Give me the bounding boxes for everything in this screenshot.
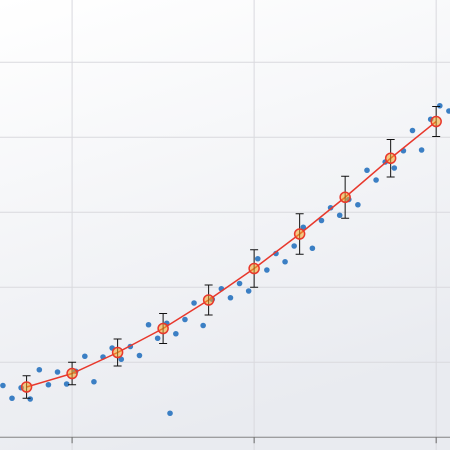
mean-point (430, 115, 442, 128)
mean-point (66, 367, 78, 380)
point (173, 330, 179, 337)
point (364, 167, 370, 174)
point (91, 378, 97, 385)
point (136, 352, 143, 359)
point (54, 369, 61, 375)
point (391, 165, 398, 171)
point (318, 217, 325, 224)
point (264, 267, 270, 273)
mean-point (384, 152, 397, 164)
point (200, 322, 206, 329)
point (254, 255, 261, 262)
point (63, 381, 70, 387)
point (36, 366, 43, 373)
point (182, 316, 188, 323)
point (227, 294, 234, 301)
point (27, 396, 34, 402)
mean-point (248, 262, 260, 275)
point (446, 108, 450, 114)
point (0, 382, 6, 389)
point (236, 280, 243, 287)
mean-point (111, 346, 124, 359)
point (309, 245, 316, 252)
point (45, 381, 52, 388)
point (118, 356, 125, 363)
mean-point (339, 191, 351, 203)
point (373, 177, 379, 183)
point (145, 321, 152, 328)
point (327, 204, 334, 211)
point (245, 288, 252, 294)
point (437, 102, 443, 109)
point (300, 224, 307, 231)
point (291, 243, 297, 249)
point (9, 395, 15, 402)
point (355, 201, 361, 208)
mean-point (20, 381, 33, 393)
point (336, 212, 343, 219)
point (282, 258, 288, 265)
point (418, 147, 425, 153)
mean-point (293, 228, 306, 240)
point (191, 300, 197, 306)
trend-line (26, 120, 437, 388)
point (154, 335, 161, 342)
point (167, 410, 173, 417)
point (409, 127, 416, 134)
mean-point (202, 294, 215, 306)
mean-point (157, 322, 169, 335)
point (82, 353, 88, 360)
